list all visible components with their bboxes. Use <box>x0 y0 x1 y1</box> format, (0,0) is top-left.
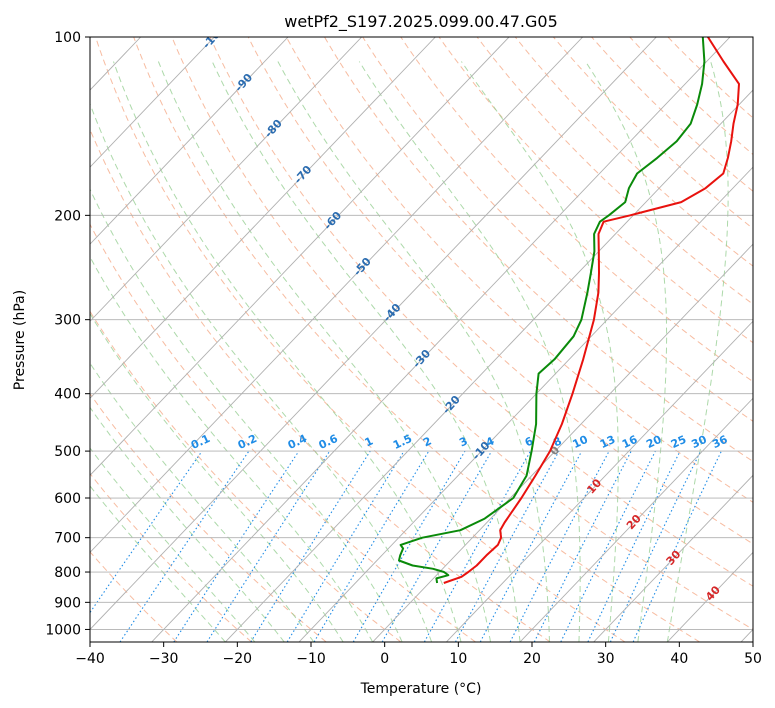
y-tick-label: 1000 <box>45 622 81 638</box>
background-lines <box>90 37 753 642</box>
mixing-ratio-label: 36 <box>710 433 730 451</box>
dry-adiabat-line <box>438 37 753 344</box>
dry-adiabat-line <box>171 37 753 630</box>
dry-adiabat-line <box>90 223 476 642</box>
x-axis-ticks: −40 −30 −20 −10 0 10 20 30 40 50 <box>75 642 762 667</box>
plot-frame <box>89 36 754 643</box>
dry-adiabat-line <box>285 37 753 503</box>
y-tick-label: 600 <box>54 491 81 507</box>
dry-adiabat-line <box>90 392 327 642</box>
mixing-ratio-line <box>90 450 203 614</box>
x-tick-label: −40 <box>75 651 105 667</box>
mixing-ratio-line <box>609 450 702 642</box>
isotherm-line <box>90 37 363 322</box>
grid-lines <box>0 37 753 642</box>
isotherm-line <box>0 37 67 642</box>
dry-adiabat-line <box>90 128 551 642</box>
x-tick-label: 40 <box>670 651 688 667</box>
plot-area <box>90 37 753 642</box>
dry-adiabat-line <box>591 37 753 192</box>
mixing-ratio-label: 25 <box>669 433 688 451</box>
x-tick-label: −30 <box>149 651 179 667</box>
isotherm-line <box>90 37 584 554</box>
dry-adiabat-line <box>90 472 252 642</box>
y-tick-label: 500 <box>54 444 81 460</box>
moist-adiabat-line <box>90 406 285 642</box>
dry-adiabat-line <box>553 37 753 230</box>
y-tick-label: 700 <box>54 531 81 547</box>
y-tick-label: 900 <box>54 595 81 611</box>
mixing-ratio-line <box>560 450 656 642</box>
mixing-ratio-line <box>352 450 466 642</box>
isotherm-line <box>519 397 753 642</box>
moist-adiabat-line <box>277 61 550 642</box>
x-tick-label: −10 <box>296 651 326 667</box>
mixing-ratio-line <box>286 450 405 642</box>
y-axis-ticks: 100 200 300 400 500 600 700 800 900 1000 <box>45 30 90 638</box>
y-tick-label: 200 <box>54 208 81 224</box>
profile-traces <box>398 37 740 584</box>
moist-adiabat-line <box>585 61 668 642</box>
y-tick-label: 300 <box>54 313 81 329</box>
moist-adiabat-line <box>90 255 374 642</box>
mixing-ratio-label: 13 <box>598 433 617 451</box>
dry-adiabat-line <box>247 37 753 545</box>
x-axis-label: Temperature (°C) <box>360 681 482 697</box>
dry-adiabat-line <box>209 37 753 587</box>
dry-adiabat-line <box>362 37 753 422</box>
moist-adiabat-line <box>157 61 491 642</box>
isotherm-line <box>225 89 753 642</box>
mixing-ratio-label: 20 <box>644 433 664 451</box>
mixing-ratio-line <box>381 450 493 642</box>
moist-adiabat-line <box>90 188 403 642</box>
moist-adiabat-line <box>113 61 462 642</box>
dry-adiabat-line <box>133 37 700 642</box>
isotherm-line <box>90 37 436 399</box>
x-tick-label: 10 <box>449 651 467 667</box>
dry-adiabat-line <box>90 310 402 642</box>
mixing-ratio-line <box>632 450 722 642</box>
dry-adiabat-line <box>95 37 626 642</box>
dewpoint-trace <box>398 37 706 584</box>
moist-adiabat-line <box>211 61 521 642</box>
x-tick-label: −20 <box>223 651 253 667</box>
isotherm-line <box>151 37 731 642</box>
temperature-trace <box>443 37 740 584</box>
isotherm-line <box>90 37 215 168</box>
x-tick-label: 0 <box>380 651 389 667</box>
mixing-ratio-line <box>587 450 681 642</box>
moist-adiabat-line <box>90 485 226 642</box>
moist-adiabat-line <box>90 102 433 642</box>
x-tick-label: 20 <box>523 651 541 667</box>
moist-adiabat-line <box>90 362 315 642</box>
mixing-ratio-line <box>455 450 560 642</box>
y-axis-label: Pressure (hPa) <box>12 290 28 390</box>
x-tick-label: 30 <box>597 651 615 667</box>
mixing-ratio-line <box>423 450 531 642</box>
mixing-ratio-label: 10 <box>571 433 591 451</box>
y-tick-label: 400 <box>54 387 81 403</box>
moist-adiabat-line <box>90 312 344 642</box>
isotherm-line <box>90 37 657 631</box>
isotherm-line <box>90 37 289 245</box>
moist-adiabat-line <box>666 61 729 642</box>
mixing-ratio-label: 30 <box>689 433 709 451</box>
y-tick-label: 100 <box>54 30 81 46</box>
isotherm-line <box>372 243 753 642</box>
isotherm-line <box>593 474 753 642</box>
y-tick-label: 800 <box>54 565 81 581</box>
moist-adiabat-line <box>90 447 256 642</box>
isotherm-line <box>90 37 510 476</box>
x-tick-label: 50 <box>744 651 762 667</box>
moist-adiabat-line <box>358 61 581 642</box>
mixing-ratio-line <box>313 450 430 642</box>
mixing-ratio-line <box>206 450 331 642</box>
isotherm-line <box>446 320 753 642</box>
moist-adiabat-line <box>460 61 619 642</box>
chart-title: wetPf2_S197.2025.099.00.47.G05 <box>284 12 558 32</box>
mixing-ratio-line <box>250 450 371 642</box>
mixing-ratio-label: 16 <box>620 433 640 451</box>
